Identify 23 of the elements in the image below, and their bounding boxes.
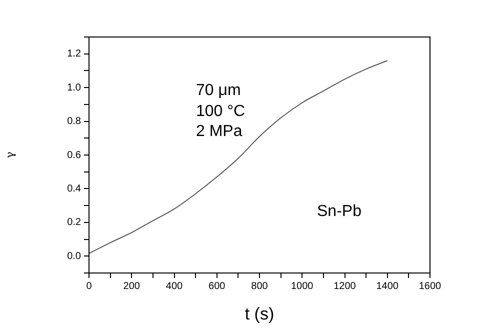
annotation: Sn-Pb bbox=[317, 203, 362, 221]
annotation: 100 °C bbox=[196, 103, 246, 121]
y-axis-title: γ bbox=[3, 151, 16, 158]
line-series bbox=[89, 60, 388, 254]
x-tick-label: 400 bbox=[166, 280, 184, 292]
x-tick-label: 800 bbox=[251, 280, 268, 292]
x-tick-label: 200 bbox=[123, 280, 140, 292]
y-tick-label: 1.2 bbox=[67, 48, 82, 60]
y-tick-label: 0.8 bbox=[67, 116, 82, 128]
x-axis-title: t (s) bbox=[244, 304, 274, 324]
annotation: 2 MPa bbox=[196, 123, 242, 141]
x-tick-label: 1600 bbox=[418, 280, 442, 292]
x-tick-label: 1000 bbox=[291, 280, 314, 292]
x-tick-label: 600 bbox=[208, 280, 226, 292]
x-tick-label: 1200 bbox=[334, 280, 356, 292]
x-tick-label: 0 bbox=[86, 280, 92, 292]
y-tick-label: 1.0 bbox=[67, 82, 82, 94]
y-tick-label: 0.2 bbox=[67, 217, 82, 228]
x-tick-label: 1400 bbox=[376, 280, 399, 292]
annotation: 70 μm bbox=[196, 82, 241, 100]
y-tick-label: 0.0 bbox=[67, 250, 82, 262]
y-tick-label: 0.4 bbox=[67, 183, 82, 194]
y-tick-label: 0.6 bbox=[67, 150, 82, 161]
